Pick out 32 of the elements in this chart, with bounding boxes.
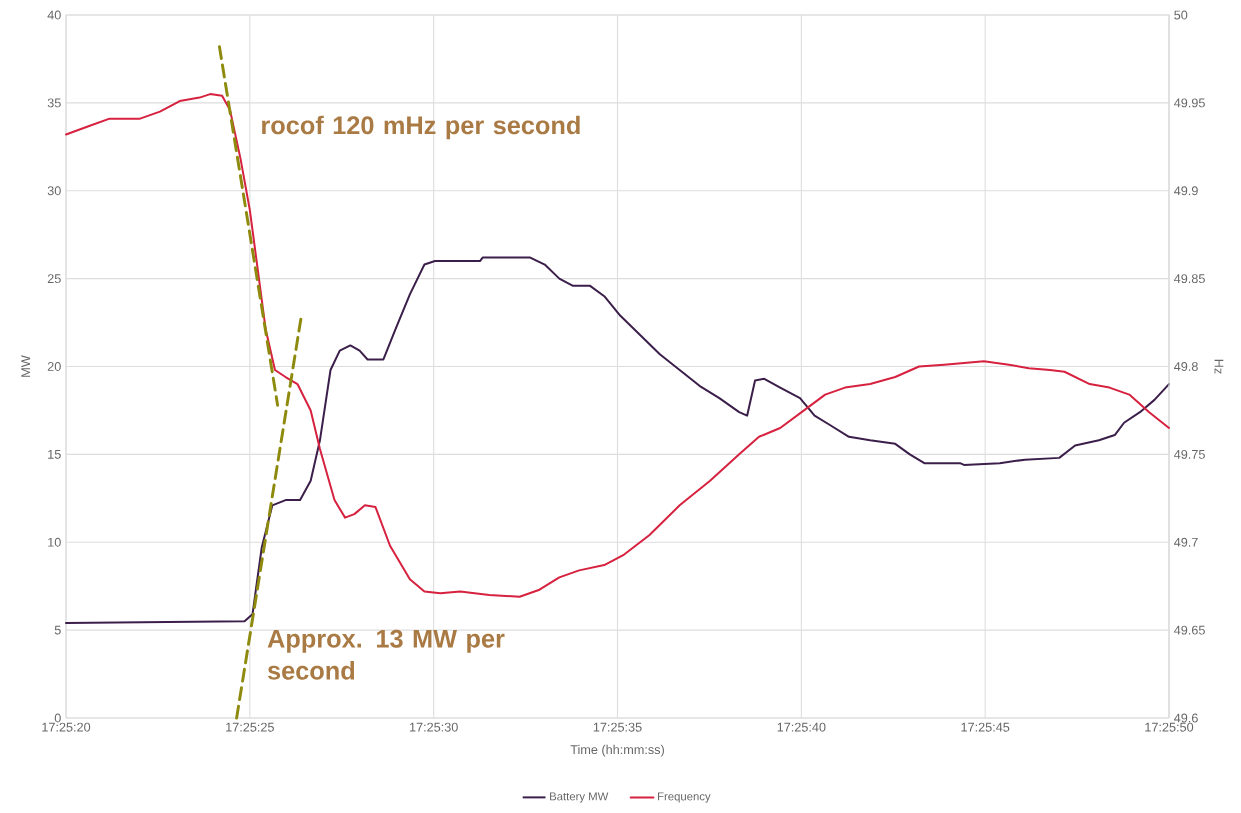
- x-axis-title: Time (hh:mm:ss): [570, 744, 664, 757]
- y-tick-label: 10: [48, 537, 61, 547]
- x-tick-label: 17:25:20: [42, 722, 91, 732]
- y-tick-label: 0: [54, 713, 61, 723]
- y-tick-label: 30: [47, 186, 61, 196]
- x-tick-label: 17:25:30: [409, 722, 458, 732]
- y-tick-label: 5: [54, 625, 61, 635]
- legend-label: Battery MW: [550, 792, 609, 803]
- y-tick-label: 20: [47, 362, 61, 371]
- y2-tick-label: 49.75: [1174, 449, 1205, 459]
- annotation: Approx. 13 MW per second: [267, 629, 505, 680]
- y2-tick-label: 49.65: [1174, 625, 1205, 635]
- y2-axis-title: Hz: [1214, 359, 1224, 374]
- x-tick-label: 17:25:25: [226, 722, 274, 732]
- x-tick-label: 17:25:45: [961, 722, 1010, 732]
- x-tick-label: 17:25:35: [593, 722, 642, 732]
- annotation: rocof 120 mHz per second: [262, 115, 580, 140]
- y-tick-label: 40: [47, 10, 61, 20]
- y2-tick-label: 49.8: [1174, 362, 1198, 371]
- legend-label: Frequency: [658, 792, 711, 803]
- x-tick-label: 17:25:40: [777, 722, 826, 732]
- y-axis-title: MW: [21, 355, 31, 377]
- y-tick-label: 35: [47, 98, 61, 108]
- y2-tick-label: 49.9: [1174, 186, 1198, 196]
- x-tick-label: 17:25:50: [1145, 722, 1194, 732]
- y-tick-label: 25: [47, 274, 61, 284]
- y2-tick-label: 49.6: [1174, 713, 1198, 723]
- y2-tick-label: 50: [1174, 10, 1188, 20]
- y2-tick-label: 49.85: [1174, 274, 1205, 284]
- y2-tick-label: 49.7: [1174, 537, 1198, 547]
- y-tick-label: 15: [48, 449, 61, 459]
- y2-tick-label: 49.95: [1174, 98, 1205, 108]
